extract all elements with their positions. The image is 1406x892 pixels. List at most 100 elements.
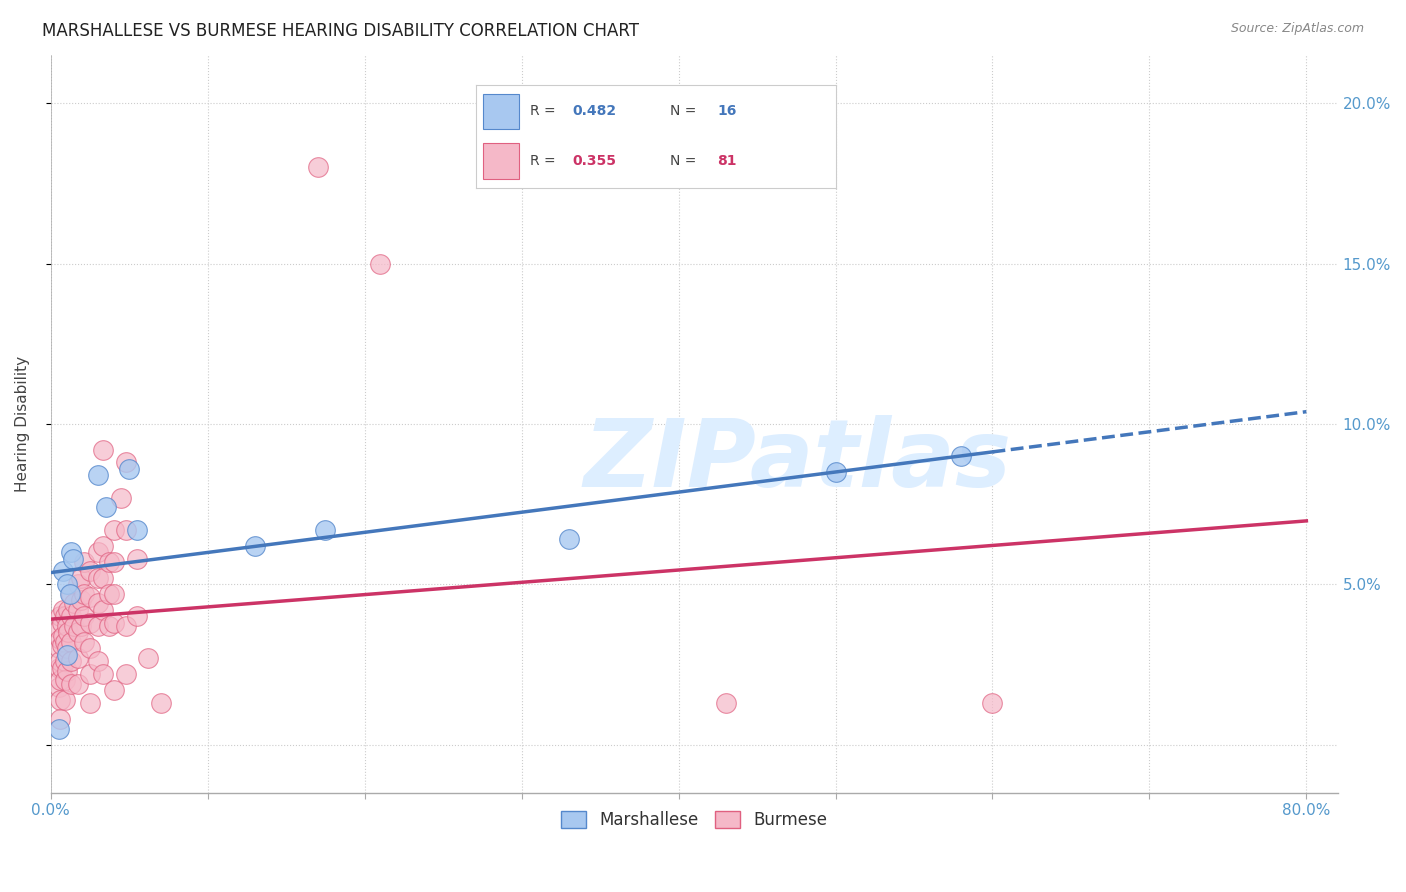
Point (49, 654, 72, 668)
Text: Source: ZipAtlas.com: Source: ZipAtlas.com (1230, 22, 1364, 36)
Point (66, 676, 89, 690)
Point (51, 615, 73, 630)
Point (115, 523, 138, 537)
Point (127, 523, 149, 537)
Point (53, 673, 76, 688)
Point (53, 609, 76, 624)
Point (55, 577, 77, 591)
Point (66, 577, 89, 591)
Point (87, 468, 110, 483)
Point (136, 651, 159, 665)
Point (49, 692, 72, 706)
Point (97, 619, 120, 633)
Point (51, 660, 73, 674)
Point (91, 571, 114, 585)
Point (49, 712, 72, 726)
Point (55, 664, 77, 678)
Point (48, 680, 70, 694)
Point (127, 609, 149, 624)
Point (115, 667, 138, 681)
Text: MARSHALLESE VS BURMESE HEARING DISABILITY CORRELATION CHART: MARSHALLESE VS BURMESE HEARING DISABILIT… (42, 22, 640, 40)
Point (56, 603, 79, 617)
Point (52, 628, 75, 642)
Point (55, 641, 77, 656)
Point (49, 632, 72, 646)
Point (87, 545, 110, 559)
Point (824, 465, 846, 479)
Point (127, 551, 149, 566)
Y-axis label: Hearing Disability: Hearing Disability (15, 356, 30, 492)
Point (73, 609, 96, 624)
Point (60, 609, 83, 624)
Point (714, 696, 737, 710)
Point (48, 722, 70, 736)
Legend: Marshallese, Burmese: Marshallese, Burmese (554, 805, 834, 836)
Point (60, 545, 83, 559)
Point (87, 597, 110, 611)
Point (53, 692, 76, 706)
Point (59, 587, 82, 601)
Point (103, 615, 125, 630)
Point (149, 696, 172, 710)
Point (91, 539, 114, 553)
Point (87, 571, 110, 585)
Point (87, 654, 110, 668)
Point (79, 615, 101, 630)
Point (558, 533, 581, 547)
Point (103, 523, 125, 537)
Point (79, 667, 101, 681)
Point (97, 555, 120, 569)
Point (118, 462, 141, 476)
Point (53, 635, 76, 649)
Point (243, 539, 266, 553)
Point (73, 587, 96, 601)
Point (55, 648, 77, 662)
Point (62, 551, 84, 566)
Point (69, 593, 91, 607)
Text: ZIPatlas: ZIPatlas (583, 415, 1011, 507)
Point (66, 625, 89, 640)
Point (110, 491, 132, 505)
Point (91, 603, 114, 617)
Point (981, 696, 1004, 710)
Point (950, 449, 973, 463)
Point (56, 625, 79, 640)
Point (66, 603, 89, 617)
Point (49, 609, 72, 624)
Point (60, 587, 83, 601)
Point (60, 635, 83, 649)
Point (73, 555, 96, 569)
Point (48, 641, 70, 656)
Point (48, 660, 70, 674)
Point (69, 571, 91, 585)
Point (55, 619, 77, 633)
Point (63, 597, 86, 611)
Point (115, 619, 138, 633)
Point (52, 603, 75, 617)
Point (69, 619, 91, 633)
Point (79, 641, 101, 656)
Point (314, 523, 336, 537)
Point (103, 587, 125, 601)
Point (60, 654, 83, 668)
Point (115, 455, 138, 469)
Point (91, 442, 114, 457)
Point (49, 673, 72, 688)
Point (79, 696, 101, 710)
Point (63, 619, 86, 633)
Point (103, 683, 125, 698)
Point (87, 619, 110, 633)
Point (79, 565, 101, 579)
Point (52, 565, 75, 579)
Point (60, 676, 83, 690)
Point (307, 161, 329, 175)
Point (94, 500, 117, 515)
Point (48, 622, 70, 636)
Point (79, 590, 101, 604)
Point (103, 555, 125, 569)
Point (97, 587, 120, 601)
Point (53, 654, 76, 668)
Point (370, 256, 392, 270)
Point (91, 667, 114, 681)
Point (66, 651, 89, 665)
